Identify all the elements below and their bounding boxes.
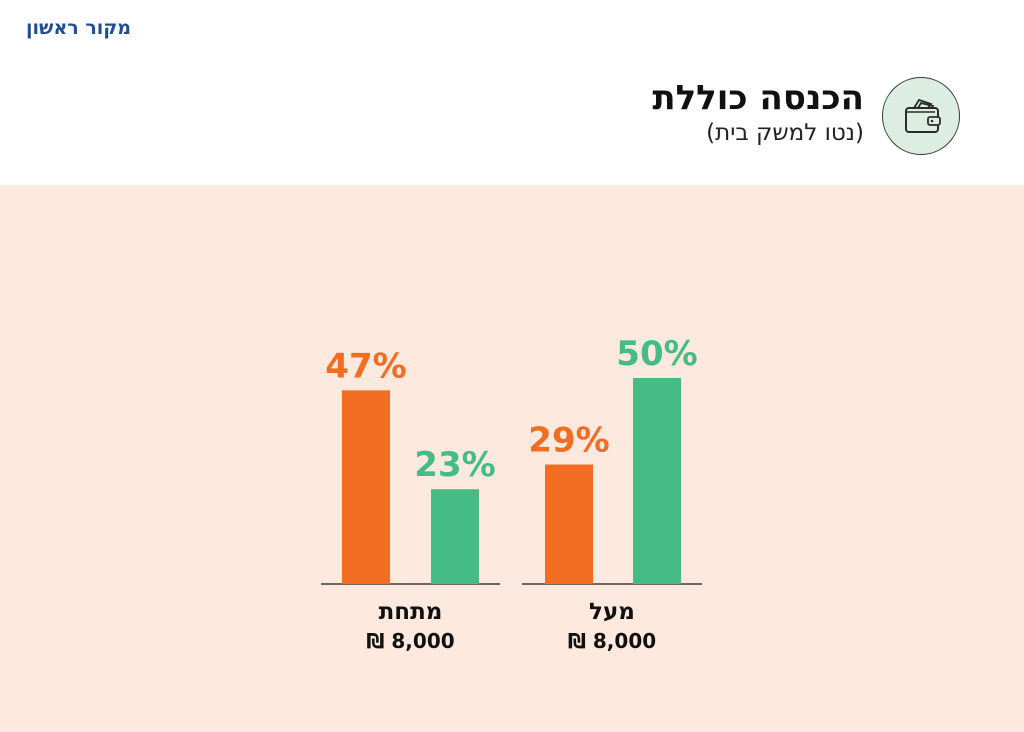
category-label: מעל [589,599,635,625]
category-sublabel: 8,000 ₪ [366,629,454,653]
bar-value-label: 29% [528,421,609,461]
category-sublabel: 8,000 ₪ [568,629,656,653]
page-title: הכנסה כוללת [652,78,864,118]
wallet-icon-badge [882,77,960,155]
bar [545,464,593,584]
brand-logo: מקור ראשון [26,17,132,39]
wallet-icon [905,98,941,133]
page-subtitle: (נטו למשק בית) [706,120,864,146]
bar-value-label: 50% [616,334,697,374]
bar-chart: 47% 23% מתחת 8,000 ₪ 29% 50% מעל 8,000 ₪ [321,334,702,653]
chart-area: 47% 23% מתחת 8,000 ₪ 29% 50% מעל 8,000 ₪ [0,185,1024,732]
bar [431,489,479,584]
bar-value-label: 23% [414,445,495,485]
bar [342,390,390,584]
bar-value-label: 47% [325,346,406,386]
bar [633,378,681,584]
category-label: מתחת [379,599,443,625]
